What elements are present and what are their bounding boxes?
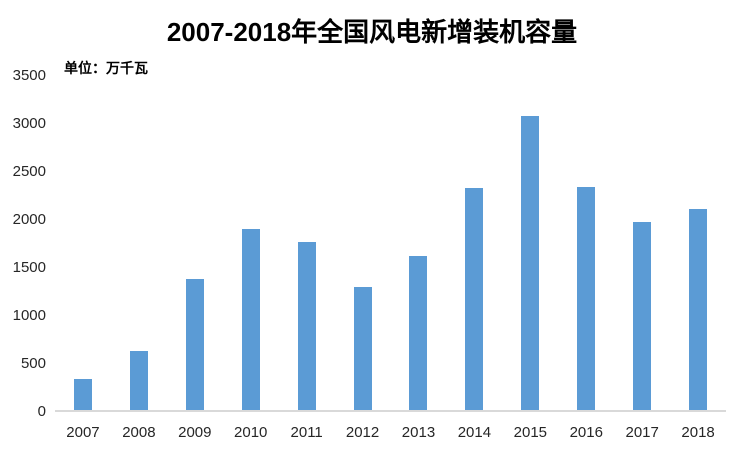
x-tick-label: 2017 bbox=[625, 424, 659, 441]
bar-2016 bbox=[577, 186, 596, 411]
bar-slot bbox=[502, 75, 558, 411]
bar-2013 bbox=[409, 256, 428, 411]
bar-slot bbox=[614, 75, 670, 411]
bar-slot bbox=[111, 75, 167, 411]
y-tick-label: 1500 bbox=[12, 258, 46, 276]
bar-slot bbox=[279, 75, 335, 411]
bar-2007 bbox=[73, 379, 92, 411]
y-tick-label: 2000 bbox=[12, 210, 46, 228]
bar-2018 bbox=[689, 209, 708, 411]
bar-slot bbox=[558, 75, 614, 411]
unit-label: 单位：万千瓦 bbox=[64, 60, 148, 76]
x-tick-label: 2018 bbox=[681, 424, 715, 441]
bar-2012 bbox=[353, 286, 372, 411]
x-tick-label: 2011 bbox=[290, 424, 323, 441]
y-tick-label: 3500 bbox=[12, 66, 46, 84]
bar-2010 bbox=[241, 229, 260, 411]
bar-2009 bbox=[185, 278, 204, 411]
bar-slot bbox=[335, 75, 391, 411]
bar-slot bbox=[55, 75, 111, 411]
x-tick-label: 2013 bbox=[401, 424, 436, 441]
bar-slot bbox=[391, 75, 447, 411]
bar-2014 bbox=[465, 188, 484, 411]
bar-2015 bbox=[521, 115, 540, 411]
y-tick-label: 2500 bbox=[12, 162, 46, 180]
x-axis-line bbox=[55, 410, 726, 412]
y-tick-label: 1000 bbox=[12, 306, 46, 324]
x-tick-label: 2016 bbox=[569, 424, 603, 441]
bar-2017 bbox=[633, 222, 652, 411]
bar-slot bbox=[670, 75, 726, 411]
x-tick-label: 2014 bbox=[457, 424, 492, 441]
bar-slot bbox=[167, 75, 223, 411]
x-tick-label: 2007 bbox=[66, 424, 100, 441]
y-tick-label: 3000 bbox=[12, 114, 46, 132]
x-tick-label: 2012 bbox=[345, 424, 380, 441]
plot-area bbox=[55, 75, 726, 411]
y-axis: 0 500 1000 1500 2000 2500 3000 3500 bbox=[0, 67, 46, 420]
y-tick-label: 500 bbox=[20, 354, 46, 372]
bar-slot bbox=[223, 75, 279, 411]
x-tick-label: 2010 bbox=[234, 424, 268, 441]
bar-2008 bbox=[129, 351, 148, 411]
bar-2011 bbox=[297, 241, 316, 411]
x-axis-labels: 2007 2008 2009 2010 2011 2012 2013 2014 2015 2016… bbox=[55, 424, 726, 441]
chart-title: 2007-2018年全国风电新增装机容量 bbox=[166, 17, 578, 47]
x-tick-label: 2015 bbox=[513, 424, 548, 441]
x-tick-label: 2009 bbox=[178, 424, 212, 441]
bar-slot bbox=[446, 75, 502, 411]
x-tick-label: 2008 bbox=[122, 424, 156, 441]
y-tick-label: 0 bbox=[37, 402, 46, 420]
